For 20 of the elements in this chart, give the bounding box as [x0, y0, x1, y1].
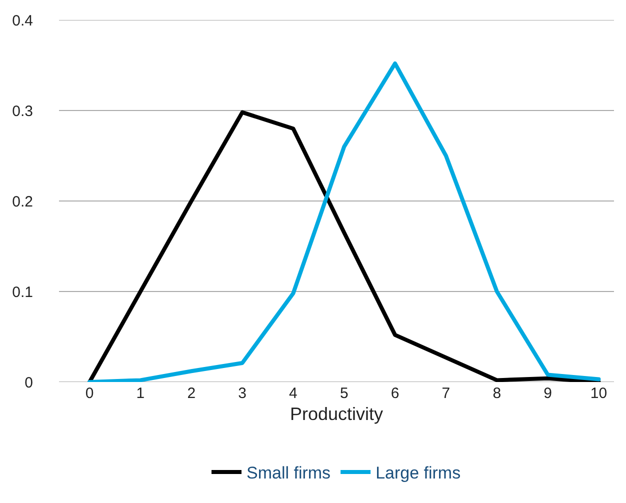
x-tick-label: 10: [590, 385, 608, 402]
x-tick-label: 4: [289, 385, 298, 402]
x-tick-label: 7: [442, 385, 450, 402]
x-tick-label: 2: [187, 385, 196, 402]
x-tick-label: 6: [390, 385, 400, 402]
line-series: [88, 61, 601, 382]
legend-label: Large firms: [376, 464, 461, 483]
x-axis-title: Productivity: [290, 404, 384, 424]
legend-label: Small firms: [246, 464, 331, 483]
x-tick-label: 8: [492, 385, 502, 402]
y-tick-label: 0.2: [12, 193, 33, 210]
y-tick-label: 0.3: [12, 102, 33, 120]
x-tick-label: 0: [85, 385, 94, 402]
line-series: [88, 110, 601, 382]
x-tick-label: 1: [136, 385, 145, 402]
x-tick-label: 9: [544, 385, 552, 402]
x-tick-label: 3: [238, 385, 246, 402]
x-tick-label: 5: [340, 385, 348, 402]
y-tick-label: 0.4: [12, 12, 33, 30]
y-tick-label: 0.1: [12, 284, 33, 301]
